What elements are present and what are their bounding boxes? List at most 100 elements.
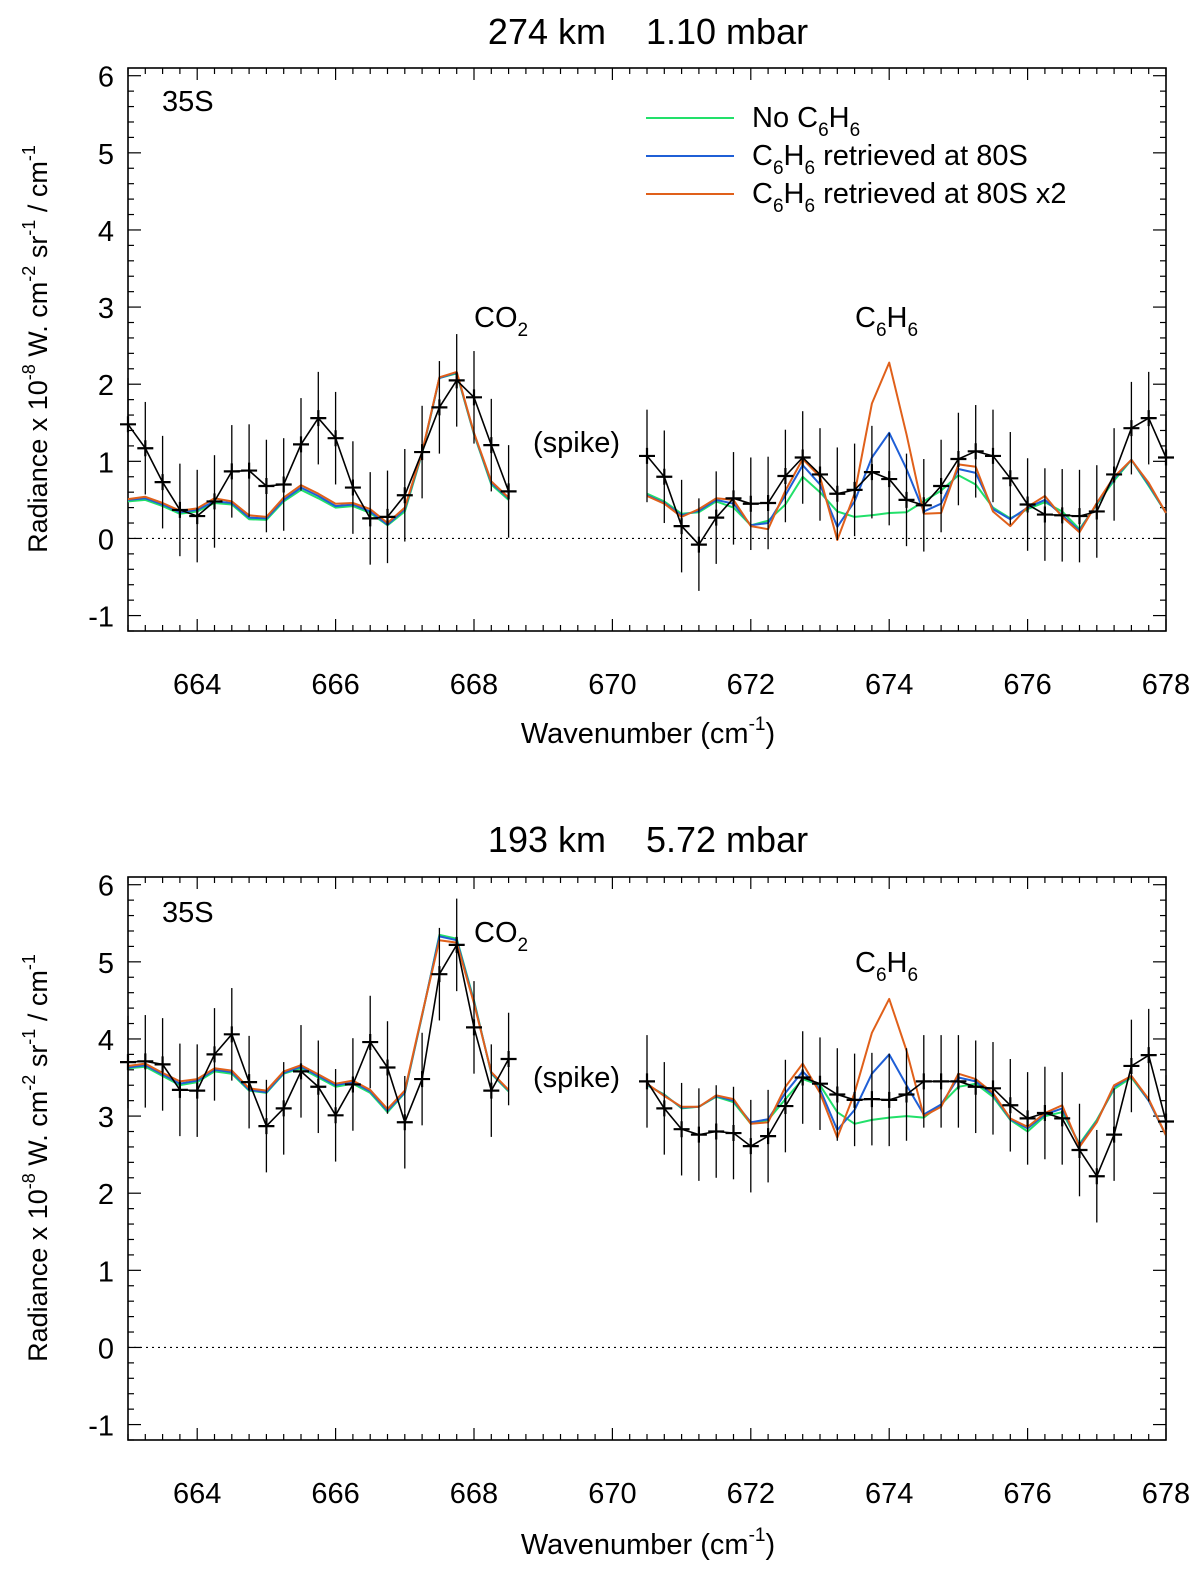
panel-location-label: 35S xyxy=(162,897,214,929)
y-tick-label: 0 xyxy=(98,1333,114,1365)
panel-title: 193 km 5.72 mbar xyxy=(488,819,808,860)
data-point-marker xyxy=(690,536,707,553)
data-point-marker xyxy=(310,410,327,427)
y-tick-label: 4 xyxy=(98,216,114,248)
x-tick-label: 670 xyxy=(588,1478,636,1510)
legend-label-retrieved: C6H6 retrieved at 80S xyxy=(752,140,1028,179)
y-tick-label: 2 xyxy=(98,1179,114,1211)
data-point-marker xyxy=(863,464,880,481)
data-point-marker xyxy=(863,1091,880,1108)
data-point-marker xyxy=(950,1073,967,1090)
data-point-marker xyxy=(881,1091,898,1108)
data-point-marker xyxy=(362,510,379,527)
y-tick-label: 1 xyxy=(98,1256,114,1288)
x-tick-label: 664 xyxy=(173,669,221,701)
data-point-marker xyxy=(950,451,967,468)
data-point-marker xyxy=(846,481,863,498)
data-point-marker xyxy=(881,471,898,488)
y-axis-label: Radiance x 10-8 W. cm-2 sr-1 / cm-1 xyxy=(19,954,53,1362)
data-point-marker xyxy=(760,494,777,511)
co2-annotation: CO2 xyxy=(474,917,528,956)
data-point-marker xyxy=(189,508,206,525)
x-tick-label: 672 xyxy=(727,669,775,701)
y-tick-label: 4 xyxy=(98,1025,114,1057)
data-point-marker xyxy=(760,1128,777,1145)
data-point-marker xyxy=(1036,1105,1053,1121)
data-point-marker xyxy=(1106,466,1123,483)
axis-ticks xyxy=(127,68,1167,632)
data-point-marker xyxy=(275,476,292,493)
data-point-marker xyxy=(708,509,725,526)
spike-annotation: (spike) xyxy=(533,1062,620,1094)
y-tick-label: 2 xyxy=(98,370,114,402)
data-point-marker xyxy=(344,479,361,496)
data-point-marker xyxy=(414,444,431,461)
bottom-panel: 193 km 5.72 mbar 35S 664 666 668 670 672 674 6… xyxy=(19,819,1190,1561)
top-panel: 274 km 1.10 mbar 35S 664 666 668 670 672 674 6… xyxy=(19,11,1190,750)
data-point-marker xyxy=(639,1073,655,1090)
x-tick-label: 674 xyxy=(865,669,913,701)
data-point-marker xyxy=(915,1073,932,1090)
data-point-marker xyxy=(327,430,344,447)
data-point-marker xyxy=(967,443,984,460)
c6h6-annotation: C6H6 xyxy=(855,947,918,986)
data-point-marker xyxy=(120,416,136,433)
data-point-marker xyxy=(1158,1113,1174,1130)
x-tick-label: 676 xyxy=(1003,669,1051,701)
x-tick-label: 674 xyxy=(865,1478,913,1510)
data-point-marker xyxy=(258,1118,275,1135)
data-point-marker xyxy=(379,508,396,525)
data-point-marker xyxy=(431,399,448,416)
data-point-marker xyxy=(777,467,794,484)
data-point-marker xyxy=(223,463,240,480)
data-point-marker xyxy=(1088,503,1105,520)
data-point-marker xyxy=(1019,1110,1036,1127)
data-point-marker xyxy=(344,1076,361,1093)
data-point-marker xyxy=(985,447,1001,464)
x-tick-label: 678 xyxy=(1142,669,1190,701)
data-point-marker xyxy=(829,485,846,502)
y-tick-label: -1 xyxy=(88,1411,114,1443)
x-tick-label: 666 xyxy=(311,669,359,701)
y-tick-label: 3 xyxy=(98,1102,114,1134)
axis-ticks xyxy=(127,877,1167,1441)
data-point-marker xyxy=(241,462,258,479)
data-point-marker xyxy=(1054,507,1071,524)
spike-annotation: (spike) xyxy=(533,427,620,459)
data-point-marker xyxy=(846,1091,863,1108)
axis-tick-labels: 664 666 668 670 672 674 676 678 -1 0 1 2 3 4 5 6 xyxy=(88,62,1190,701)
data-point-marker xyxy=(466,389,482,406)
data-point-marker xyxy=(483,1082,500,1099)
data-point-marker xyxy=(171,1081,188,1098)
y-tick-label: 5 xyxy=(98,948,114,980)
y-tick-label: -1 xyxy=(88,602,114,634)
x-tick-label: 668 xyxy=(450,1478,498,1510)
data-point-marker xyxy=(275,1100,292,1117)
data-point-marker xyxy=(933,478,950,495)
data-point-marker xyxy=(137,1053,154,1070)
data-point-marker xyxy=(777,1098,794,1115)
data-point-marker xyxy=(171,501,188,518)
data-point-marker xyxy=(656,468,673,485)
data-point-marker xyxy=(293,1063,309,1080)
data-point-marker xyxy=(206,493,223,510)
data-point-marker xyxy=(1071,1142,1088,1159)
legend-label-retrieved-x2: C6H6 retrieved at 80S x2 xyxy=(752,178,1067,217)
x-tick-label: 668 xyxy=(450,669,498,701)
data-point-marker xyxy=(327,1107,344,1124)
legend: No C6H6 C6H6 retrieved at 80S C6H6 retri… xyxy=(646,102,1067,217)
data-point-marker xyxy=(500,483,517,500)
y-tick-label: 0 xyxy=(98,524,114,556)
data-point-marker xyxy=(448,372,465,389)
y-axis-label: Radiance x 10-8 W. cm-2 sr-1 / cm-1 xyxy=(19,145,53,553)
x-tick-label: 676 xyxy=(1003,1478,1051,1510)
data-point-marker xyxy=(137,440,154,457)
data-point-marker xyxy=(362,1034,379,1051)
data-point-marker xyxy=(725,490,742,507)
data-point-marker xyxy=(500,1051,517,1068)
data-point-marker xyxy=(448,936,465,953)
observed-spectrum xyxy=(120,898,1174,1223)
co2-annotation: CO2 xyxy=(474,302,528,341)
x-tick-label: 672 xyxy=(727,1478,775,1510)
